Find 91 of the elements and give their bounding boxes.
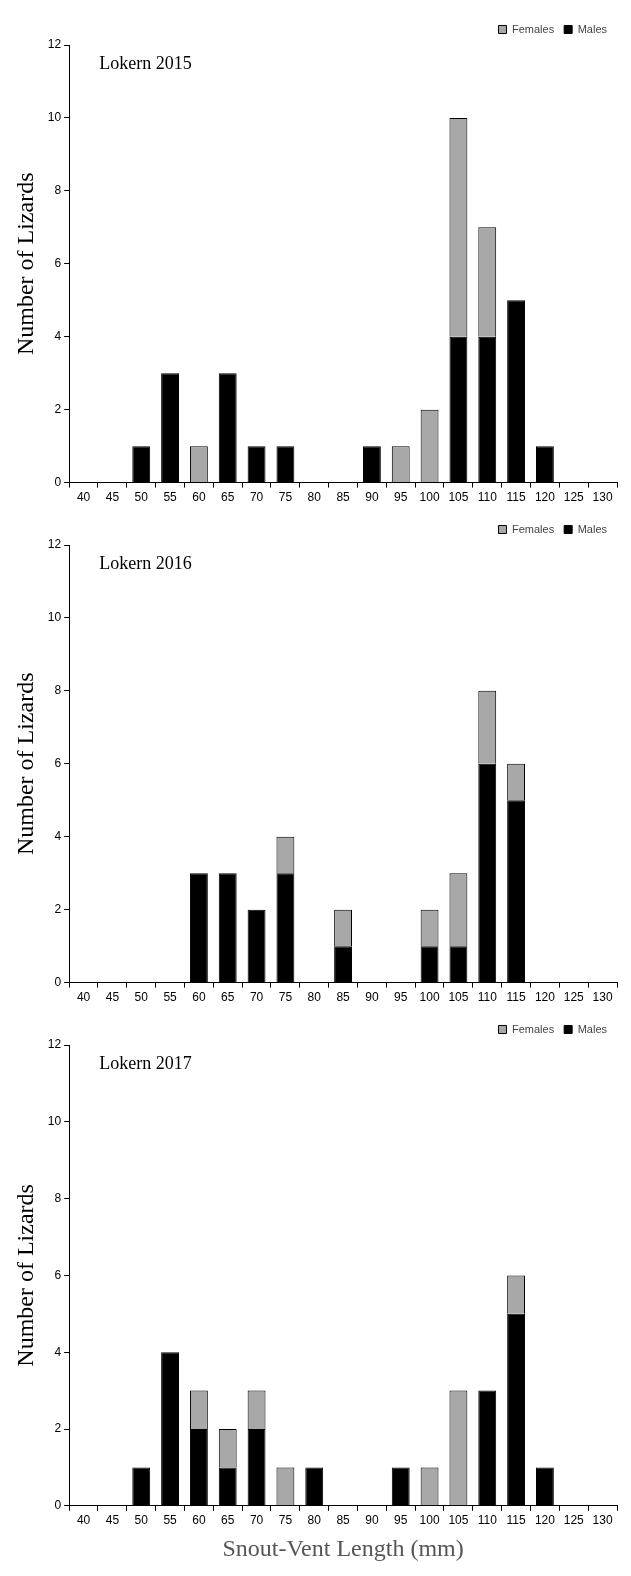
x-tick-label: 75 xyxy=(278,990,293,1005)
x-tick-label: 70 xyxy=(249,1513,264,1528)
y-tick-label: 4 xyxy=(54,1344,62,1359)
x-tick-label: 130 xyxy=(592,490,613,505)
x-tick-label: 50 xyxy=(134,990,149,1005)
x-tick-label: 55 xyxy=(163,490,178,505)
x-tick-label: 70 xyxy=(249,990,264,1005)
x-tick-label: 50 xyxy=(134,490,149,505)
x-tick-label: 60 xyxy=(192,990,206,1005)
x-tick-label: 65 xyxy=(221,490,235,505)
y-tick-label: 8 xyxy=(54,683,62,698)
x-tick-label: 80 xyxy=(307,990,322,1005)
y-tick-label: 12 xyxy=(47,1037,62,1052)
x-tick-label: 95 xyxy=(394,490,408,505)
y-tick-label: 12 xyxy=(47,537,62,552)
x-tick-label: 40 xyxy=(76,490,91,505)
legend-label: Males xyxy=(577,522,608,535)
x-tick-label: 60 xyxy=(192,490,206,505)
y-tick-label: 0 xyxy=(54,974,62,989)
x-tick-label: 105 xyxy=(448,1513,469,1528)
x-tick-label: 125 xyxy=(563,490,585,505)
y-tick-label: 4 xyxy=(54,329,62,344)
y-tick-label: 8 xyxy=(54,183,62,198)
x-tick-label: 110 xyxy=(477,990,498,1005)
x-tick-label: 115 xyxy=(506,490,526,505)
x-tick-label: 110 xyxy=(477,1513,498,1528)
x-tick-label: 95 xyxy=(394,990,408,1005)
x-tick-label: 130 xyxy=(592,1513,613,1528)
y-tick-label: 2 xyxy=(54,1421,62,1436)
x-axis-title: Snout-Vent Length (mm) xyxy=(222,1534,464,1561)
legend-label: Males xyxy=(577,22,608,35)
x-tick-label: 80 xyxy=(307,1513,322,1528)
x-tick-label: 120 xyxy=(534,490,556,505)
x-tick-label: 100 xyxy=(419,990,440,1005)
x-tick-label: 75 xyxy=(278,490,293,505)
y-tick-label: 2 xyxy=(54,901,62,916)
x-tick-label: 85 xyxy=(336,990,351,1005)
x-tick-label: 90 xyxy=(365,1513,379,1528)
chart-title: Lokern 2017 xyxy=(99,1052,192,1073)
legend-label: Females xyxy=(511,22,555,35)
y-axis-title: Number of Lizards xyxy=(11,672,38,856)
x-tick-label: 75 xyxy=(278,1513,293,1528)
x-tick-label: 45 xyxy=(105,490,120,505)
x-tick-label: 45 xyxy=(105,990,120,1005)
x-tick-label: 105 xyxy=(448,490,469,505)
legend-label: Females xyxy=(511,1022,555,1035)
x-tick-label: 125 xyxy=(563,1513,585,1528)
y-tick-label: 4 xyxy=(54,829,62,844)
x-tick-label: 120 xyxy=(534,1513,556,1528)
x-tick-label: 50 xyxy=(134,1513,149,1528)
x-tick-label: 130 xyxy=(592,990,613,1005)
legend-label: Females xyxy=(511,522,555,535)
x-tick-label: 65 xyxy=(221,1513,235,1528)
x-tick-label: 40 xyxy=(76,1513,91,1528)
x-tick-label: 85 xyxy=(336,1513,351,1528)
x-tick-label: 105 xyxy=(448,990,469,1005)
y-tick-label: 6 xyxy=(54,256,62,271)
y-tick-label: 6 xyxy=(54,756,62,771)
x-tick-label: 60 xyxy=(192,1513,206,1528)
x-tick-label: 110 xyxy=(477,490,498,505)
y-axis-title: Number of Lizards xyxy=(11,172,38,356)
x-tick-label: 125 xyxy=(563,990,585,1005)
x-tick-label: 80 xyxy=(307,490,322,505)
x-tick-label: 85 xyxy=(336,490,351,505)
x-tick-label: 90 xyxy=(365,990,379,1005)
x-tick-label: 55 xyxy=(163,1513,178,1528)
y-tick-label: 8 xyxy=(54,1190,62,1205)
y-tick-label: 10 xyxy=(47,110,62,125)
y-tick-label: 6 xyxy=(54,1267,62,1282)
y-tick-label: 10 xyxy=(47,1114,62,1129)
x-tick-label: 100 xyxy=(419,490,440,505)
chart-title: Lokern 2016 xyxy=(99,552,192,573)
legend-label: Males xyxy=(577,1022,608,1035)
x-tick-label: 55 xyxy=(163,990,178,1005)
x-tick-label: 70 xyxy=(249,490,264,505)
x-tick-label: 120 xyxy=(534,990,556,1005)
x-tick-label: 115 xyxy=(506,990,526,1005)
y-tick-label: 2 xyxy=(54,401,62,416)
x-tick-label: 40 xyxy=(76,990,91,1005)
y-tick-label: 0 xyxy=(54,1498,62,1513)
x-tick-label: 115 xyxy=(506,1513,526,1528)
y-tick-label: 12 xyxy=(47,37,62,52)
y-axis-title: Number of Lizards xyxy=(11,1184,38,1367)
y-tick-label: 10 xyxy=(47,610,62,625)
x-tick-label: 95 xyxy=(394,1513,408,1528)
x-tick-label: 90 xyxy=(365,490,379,505)
x-tick-label: 100 xyxy=(419,1513,440,1528)
x-tick-label: 65 xyxy=(221,990,235,1005)
y-tick-label: 0 xyxy=(54,474,62,489)
chart-title: Lokern 2015 xyxy=(99,52,192,73)
x-tick-label: 45 xyxy=(105,1513,120,1528)
